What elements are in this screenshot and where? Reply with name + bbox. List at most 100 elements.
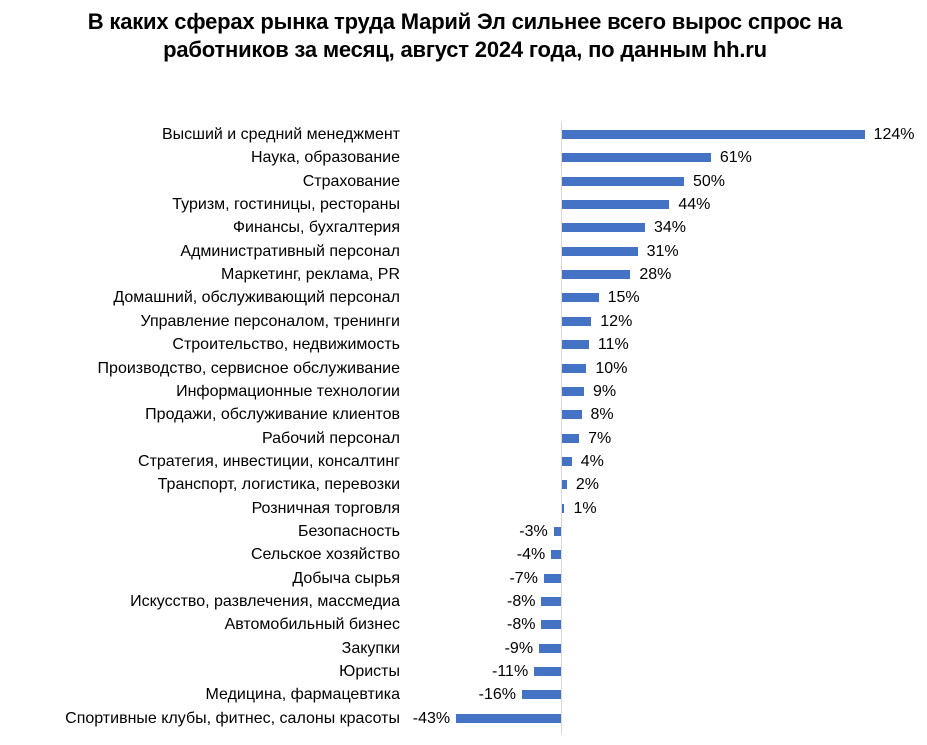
value-label: 4%: [580, 452, 604, 470]
bar: [541, 620, 561, 630]
category-label: Маркетинг, реклама, PR: [221, 266, 400, 284]
chart-row: Добыча сырья -7%: [0, 567, 927, 590]
chart-row: Юристы -11%: [0, 660, 927, 683]
bar: [562, 293, 599, 303]
value-label: -4%: [516, 546, 546, 564]
chart-row: Наука, образование 61%: [0, 146, 927, 169]
value-label: 31%: [646, 242, 679, 260]
value-label: 11%: [597, 336, 629, 354]
category-label: Продажи, обслуживание клиентов: [145, 406, 400, 424]
chart-row: Управление персоналом, тренинги 12%: [0, 310, 927, 333]
value-label: 2%: [575, 476, 599, 494]
chart-row: Автомобильный бизнес -8%: [0, 613, 927, 636]
chart-row: Розничная торговля 1%: [0, 497, 927, 520]
bar: [539, 643, 561, 653]
chart-row: Домашний, обслуживающий персонал 15%: [0, 286, 927, 309]
value-label: 61%: [719, 149, 752, 167]
category-label: Финансы, бухгалтерия: [232, 219, 400, 237]
chart-row: Производство, сервисное обслуживание 10%: [0, 357, 927, 380]
chart-row: Страхование 50%: [0, 170, 927, 193]
category-label: Информационные технологии: [176, 382, 400, 400]
chart-title: В каких сферах рынка труда Марий Эл силь…: [87, 9, 843, 62]
chart-row: Рабочий персонал 7%: [0, 427, 927, 450]
bar: [562, 200, 670, 210]
value-label: -11%: [492, 663, 529, 681]
category-label: Розничная торговля: [251, 499, 400, 517]
value-label: -3%: [519, 522, 548, 540]
category-label: Безопасность: [297, 522, 400, 540]
value-label: 15%: [607, 289, 640, 307]
value-label: -7%: [509, 569, 538, 587]
bar: [562, 433, 580, 443]
category-label: Рабочий персонал: [261, 429, 400, 447]
chart-row: Спортивные клубы, фитнес, салоны красоты…: [0, 707, 927, 730]
bar: [562, 363, 587, 373]
category-label: Добыча сырья: [292, 569, 400, 587]
category-label: Закупки: [341, 639, 400, 657]
bar: [562, 316, 592, 326]
category-label: Стратегия, инвестиции, консалтинг: [138, 452, 400, 470]
chart-row: Высший и средний менеджмент 124%: [0, 123, 927, 146]
value-label: -9%: [504, 639, 534, 657]
value-label: 50%: [693, 172, 726, 190]
chart-row: Безопасность -3%: [0, 520, 927, 543]
chart-row: Маркетинг, реклама, PR 28%: [0, 263, 927, 286]
chart-row: Информационные технологии 9%: [0, 380, 927, 403]
category-label: Страхование: [302, 172, 400, 190]
category-label: Транспорт, логистика, перевозки: [157, 476, 400, 494]
bar: [562, 246, 638, 256]
bar: [541, 597, 561, 606]
bar: [562, 503, 565, 513]
category-label: Спортивные клубы, фитнес, салоны красоты: [65, 709, 400, 727]
category-label: Строительство, недвижимость: [172, 336, 400, 354]
bar: [456, 713, 561, 723]
chart-row: Медицина, фармацевтика -16%: [0, 683, 927, 706]
bar: [562, 386, 584, 396]
chart-row: Искусство, развлечения, массмедиа -8%: [0, 590, 927, 613]
value-label: 12%: [600, 312, 633, 330]
chart-row: Финансы, бухгалтерия 34%: [0, 216, 927, 239]
value-label: 9%: [592, 382, 617, 400]
bar: [562, 130, 865, 139]
value-label: -16%: [478, 686, 516, 704]
category-label: Автомобильный бизнес: [224, 616, 400, 634]
bar: [562, 410, 582, 420]
value-label: 124%: [873, 126, 915, 143]
category-label: Производство, сервисное обслуживание: [97, 359, 400, 377]
chart-row: Строительство, недвижимость 11%: [0, 333, 927, 356]
chart-row: Стратегия, инвестиции, консалтинг 4%: [0, 450, 927, 473]
category-label: Высший и средний менеджмент: [161, 126, 400, 143]
bar: [562, 176, 684, 186]
bar: [562, 456, 572, 466]
value-label: 44%: [678, 196, 711, 214]
bar: [562, 223, 645, 233]
value-label: 10%: [595, 359, 628, 377]
chart-row: Продажи, обслуживание клиентов 8%: [0, 403, 927, 426]
category-label: Административный персонал: [180, 242, 400, 260]
value-label: 8%: [590, 406, 614, 424]
bar: [543, 573, 561, 583]
value-label: 34%: [653, 219, 686, 237]
value-label: 7%: [588, 429, 612, 447]
category-label: Сельское хозяйство: [250, 546, 400, 564]
category-label: Наука, образование: [250, 149, 400, 167]
category-label: Туризм, гостиницы, рестораны: [172, 196, 400, 214]
bar: [553, 526, 561, 536]
category-label: Искусство, развлечения, массмедиа: [130, 593, 400, 610]
category-label: Управление персоналом, тренинги: [140, 312, 400, 330]
category-label: Юристы: [339, 663, 400, 681]
value-label: 1%: [573, 499, 597, 517]
bar: [521, 690, 561, 700]
bar: [534, 667, 561, 677]
bar: [562, 480, 567, 490]
value-label: 28%: [639, 266, 672, 284]
chart-row: Административный персонал 31%: [0, 240, 927, 263]
category-label: Домашний, обслуживающий персонал: [113, 289, 400, 307]
zero-axis-line: [561, 122, 562, 734]
chart-row: Сельское хозяйство -4%: [0, 543, 927, 566]
bar: [562, 340, 589, 350]
value-label: -43%: [412, 709, 451, 727]
chart-row: Туризм, гостиницы, рестораны 44%: [0, 193, 927, 216]
bar: [562, 153, 711, 163]
